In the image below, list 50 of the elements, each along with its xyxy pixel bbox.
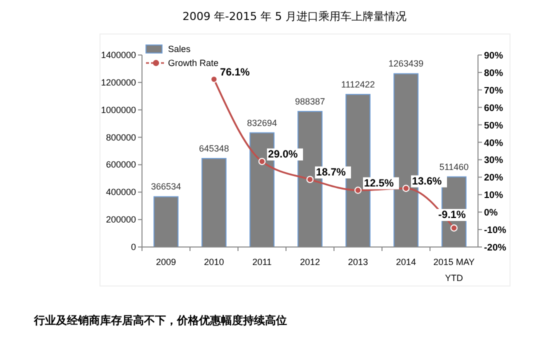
data-label: 366534	[150, 182, 182, 192]
y2-tick-label: 90%	[484, 50, 504, 62]
x-tick-label: 2015 MAY YTD	[433, 257, 475, 283]
data-label: 18.7%	[316, 166, 346, 178]
data-label: -9.1%	[438, 208, 466, 221]
y2-tick-label: 30%	[484, 155, 504, 166]
data-label: 76.1%	[220, 66, 250, 78]
y-tick-label: 200000	[106, 214, 136, 225]
y2-tick-label: 20%	[484, 172, 504, 184]
y-tick-label: 600000	[106, 160, 136, 170]
data-label: 1112422	[341, 79, 375, 90]
y2-tick-label: -10%	[484, 225, 507, 236]
data-label: 29.0%	[268, 148, 298, 160]
x-tick-label: 2010	[204, 257, 224, 267]
point	[354, 186, 362, 194]
data-label: 645348	[198, 143, 230, 154]
data-label: 13.6%	[412, 175, 442, 188]
data-label: 12.5%	[364, 177, 394, 190]
y-tick-label: 1000000	[100, 104, 136, 115]
data-label: 511460	[439, 162, 469, 172]
text: 行业及经销商库存居高不下，价格优惠幅度持续高位	[33, 314, 287, 327]
y-tick-label: 1400000	[100, 50, 136, 60]
data-label: 988387	[294, 96, 326, 106]
x-tick-label: 2009	[156, 257, 176, 267]
point	[306, 176, 314, 184]
point	[258, 158, 266, 166]
x-tick-label: 2013	[348, 257, 368, 267]
x-tick-label: 2012	[300, 257, 320, 267]
legend-label: Sales	[168, 44, 192, 54]
y2-tick-label: 80%	[484, 68, 504, 79]
y2-tick-label: 60%	[484, 102, 504, 114]
point	[210, 76, 218, 83]
y2-tick-label: 70%	[484, 85, 504, 96]
chart-title: 2009 年-2015 年 5 月进口乘用车上牌量情况	[182, 10, 406, 23]
x-tick-label: 2014	[396, 257, 416, 267]
point	[450, 224, 458, 232]
y-tick-label: 1200000	[100, 77, 136, 88]
data-label: 1263439	[388, 58, 424, 69]
y2-tick-label: 0%	[484, 208, 498, 219]
y-tick-label: 400000	[106, 187, 136, 198]
y-tick-label: 800000	[106, 132, 136, 142]
x-tick-label: 2011	[252, 257, 272, 267]
y-tick-label: 0	[130, 242, 136, 252]
y2-tick-label: 40%	[484, 138, 504, 149]
data-label: 832694	[246, 118, 278, 128]
point	[402, 184, 410, 192]
legend-label: Growth Rate	[168, 58, 219, 68]
y2-tick-label: 50%	[484, 120, 504, 132]
y2-tick-label: -20%	[484, 242, 507, 254]
y2-tick-label: 10%	[484, 190, 504, 202]
